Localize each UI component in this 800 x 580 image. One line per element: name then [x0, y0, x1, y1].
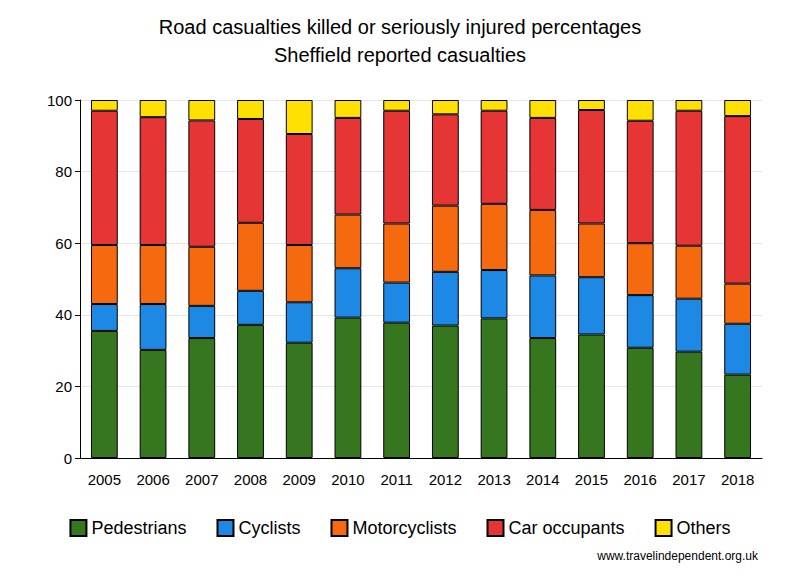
svg-text:2015: 2015 [575, 471, 608, 488]
svg-text:2014: 2014 [526, 471, 559, 488]
svg-text:2011: 2011 [381, 471, 413, 488]
svg-text:Others: Others [677, 518, 731, 538]
svg-text:2016: 2016 [624, 471, 657, 488]
svg-text:2008: 2008 [234, 471, 267, 488]
svg-text:2017: 2017 [672, 471, 705, 488]
svg-text:Pedestrians: Pedestrians [91, 518, 186, 538]
svg-text:2012: 2012 [429, 471, 462, 488]
svg-text:www.travelindependent.org.uk: www.travelindependent.org.uk [596, 549, 759, 563]
svg-text:2010: 2010 [331, 471, 364, 488]
svg-text:Cyclists: Cyclists [238, 518, 300, 538]
svg-text:40: 40 [55, 306, 72, 323]
svg-text:2007: 2007 [185, 471, 218, 488]
svg-text:Sheffield reported casualties: Sheffield reported casualties [274, 44, 526, 66]
svg-text:2009: 2009 [283, 471, 316, 488]
svg-text:Motorcyclists: Motorcyclists [352, 518, 456, 538]
svg-text:2013: 2013 [477, 471, 510, 488]
svg-text:100: 100 [47, 92, 72, 109]
svg-text:80: 80 [55, 163, 72, 180]
svg-text:Car occupants: Car occupants [508, 518, 624, 538]
svg-text:60: 60 [55, 235, 72, 252]
svg-text:2006: 2006 [136, 471, 169, 488]
svg-text:20: 20 [55, 378, 72, 395]
svg-text:Road casualties killed or seri: Road casualties killed or seriously inju… [159, 16, 641, 38]
svg-text:2005: 2005 [88, 471, 121, 488]
svg-text:0: 0 [64, 450, 72, 467]
svg-text:2018: 2018 [721, 471, 754, 488]
